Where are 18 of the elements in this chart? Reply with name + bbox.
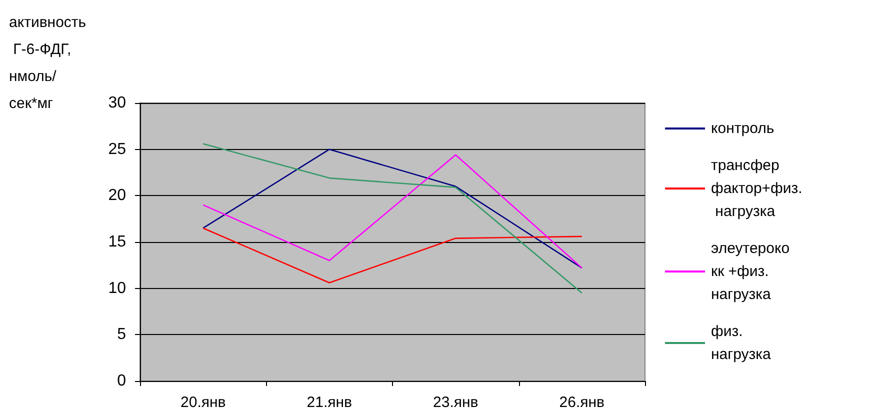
y-tick-label: 15 [108,234,126,250]
y-tick-label: 25 [108,140,126,158]
y-tick-label: 5 [117,326,126,344]
legend-label: контроль [711,120,774,137]
legend-label: физ. нагрузка [711,323,772,363]
legend-label: трансфер фактор+физ. нагрузка [711,157,802,220]
y-axis-title: активность Г-6-ФДГ, нмоль/сек*мг [9,14,86,112]
y-tick-label: 20 [108,187,126,204]
line-series [202,143,583,294]
y-tick-label: 30 [108,94,126,112]
line-series [202,227,583,284]
x-tick-label: 21.янв [306,394,352,411]
y-tick-label: 0 [117,372,126,390]
legend-label: элеутерококк +физ. нагрузка [711,240,790,303]
x-tick-label: 20.янв [180,394,226,411]
x-tick-label: 23.янв [433,394,478,411]
x-tick-label: 26.янв [559,394,605,411]
y-tick-label: 10 [108,280,126,297]
